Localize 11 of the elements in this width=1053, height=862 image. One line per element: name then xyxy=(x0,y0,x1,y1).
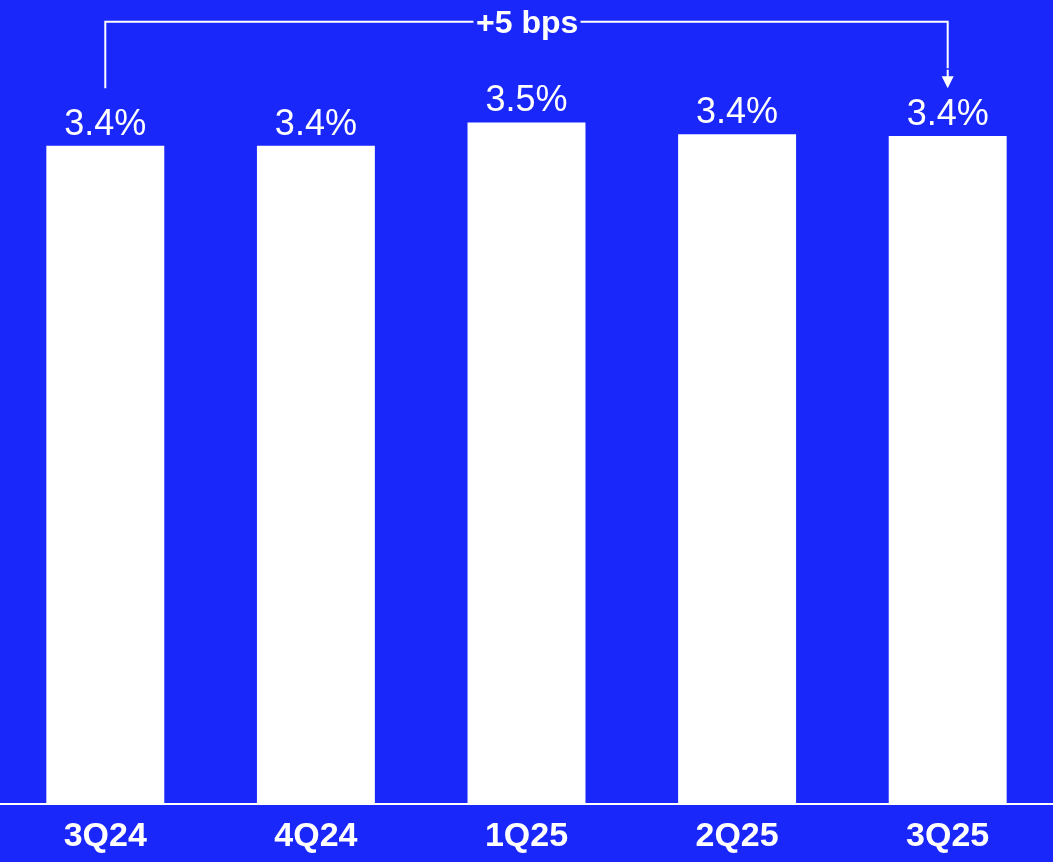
data-label: 3.4% xyxy=(906,92,989,134)
x-tick-label: 4Q24 xyxy=(274,814,358,853)
data-label: 3.4% xyxy=(696,90,779,132)
annotation: +5 bps xyxy=(476,4,579,40)
x-tick-label: 3Q25 xyxy=(906,814,990,853)
x-tick-label: 1Q25 xyxy=(484,814,569,853)
data-label: 3.4% xyxy=(274,101,357,143)
data-label: 3.4% xyxy=(64,101,147,143)
x-tick-label: 3Q24 xyxy=(63,814,147,853)
x-tick-label: 2Q25 xyxy=(695,814,779,853)
data-label: 3.5% xyxy=(485,78,568,120)
